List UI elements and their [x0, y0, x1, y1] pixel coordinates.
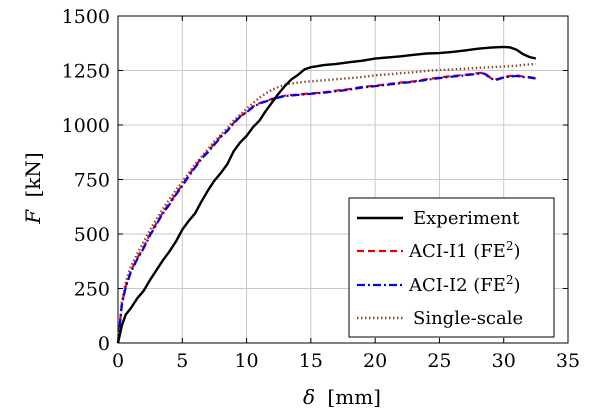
legend: Experiment ACI-I1 (FE2) ACI-I2 (FE2) Sin… — [348, 197, 555, 338]
legend-box — [348, 197, 555, 338]
legend-label-aci-i1: ACI-I1 (FE2) — [408, 239, 521, 262]
y-axis-unit: [kN] — [21, 152, 45, 197]
legend-label-single-scale: Single-scale — [413, 308, 523, 329]
x-tick-label: 35 — [556, 350, 580, 372]
series-line-aci-i2-fe2 — [116, 72, 537, 344]
tick-labels: 0 5 10 15 20 25 30 35 0 250 500 750 1000 1250 1500 — [62, 6, 580, 372]
x-tick-label: 5 — [176, 350, 188, 372]
x-axis-symbol: δ — [303, 385, 315, 409]
x-tick-label: 25 — [427, 350, 451, 372]
y-tick-label: 1000 — [62, 115, 110, 137]
x-axis-title: δ [mm] — [303, 385, 381, 409]
y-tick-label: 1250 — [62, 61, 110, 83]
x-tick-label: 30 — [492, 350, 516, 372]
x-axis-unit: [mm] — [327, 385, 381, 409]
y-tick-label: 0 — [98, 333, 110, 355]
y-axis-symbol: F — [21, 209, 45, 225]
series-lines — [116, 45, 537, 344]
legend-label-aci-i2: ACI-I2 (FE2) — [408, 273, 521, 296]
x-tick-label: 0 — [112, 350, 124, 372]
y-tick-label: 500 — [74, 224, 110, 246]
y-axis-title: F [kN] — [21, 152, 45, 224]
series-line-experiment — [116, 45, 537, 344]
x-tick-label: 20 — [363, 350, 387, 372]
tick-marks — [117, 15, 569, 344]
x-tick-label: 15 — [299, 350, 323, 372]
y-tick-label: 750 — [74, 170, 110, 192]
legend-label-experiment: Experiment — [413, 208, 520, 229]
y-tick-label: 250 — [74, 279, 110, 301]
x-tick-label: 10 — [234, 350, 258, 372]
y-tick-label: 1500 — [62, 6, 110, 28]
